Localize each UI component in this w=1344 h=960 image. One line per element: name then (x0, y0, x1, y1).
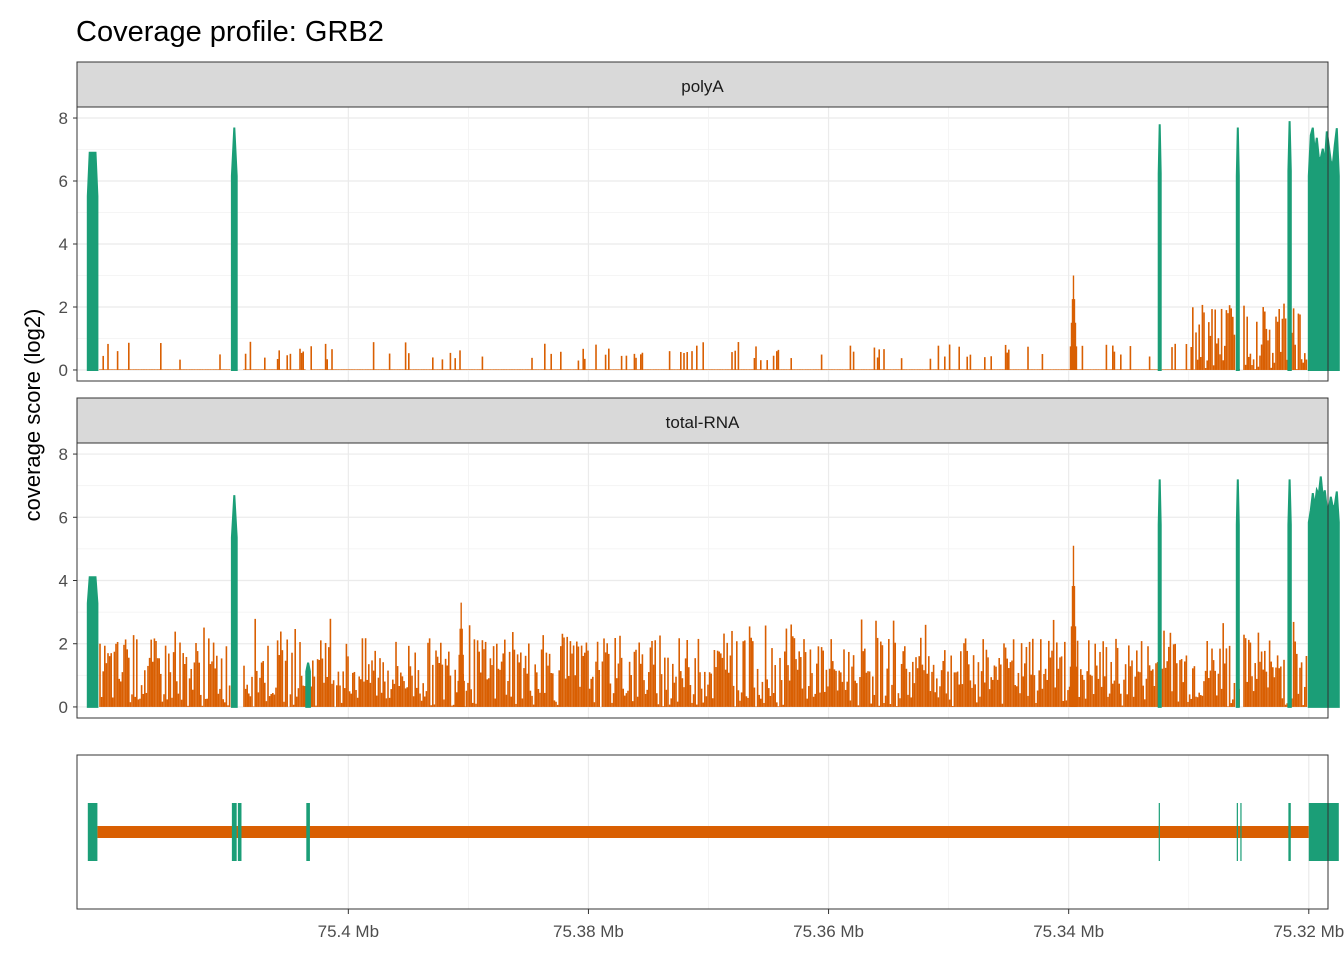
y-tick-label: 0 (59, 361, 68, 380)
gene-model-track (76, 754, 1339, 910)
exon-coverage-area (1157, 124, 1162, 371)
panels-layer: polyA 0 2 4 6 8 total-RNA 0 2 4 6 8 (59, 61, 1340, 719)
x-tick-label: 75.32 Mb (1273, 922, 1344, 941)
exon-block (1308, 803, 1339, 861)
y-tick-label: 8 (59, 109, 68, 128)
exon-block (1236, 803, 1238, 861)
exon-coverage-area (86, 151, 99, 371)
y-tick-label: 2 (59, 635, 68, 654)
exon-block (237, 803, 242, 861)
exon-coverage-area (230, 127, 238, 371)
exon-block (1240, 803, 1242, 861)
exon-coverage-area (1307, 476, 1340, 708)
exon-coverage-area (1235, 479, 1240, 708)
x-tick-label: 75.34 Mb (1033, 922, 1104, 941)
x-tick-label: 75.4 Mb (318, 922, 379, 941)
x-tick-label: 75.38 Mb (553, 922, 624, 941)
facet-strip (76, 397, 1329, 444)
facet-label: total-RNA (666, 413, 740, 432)
facet-label: polyA (681, 77, 724, 96)
y-tick-label: 8 (59, 445, 68, 464)
intron-line (97, 826, 1309, 838)
y-tick-label: 6 (59, 508, 68, 527)
y-tick-label: 4 (59, 572, 68, 591)
exon-coverage-area (230, 495, 238, 708)
x-tick-label: 75.36 Mb (793, 922, 864, 941)
exon-coverage-area (86, 576, 99, 708)
exon-block (87, 803, 98, 861)
exon-coverage-area (1287, 121, 1292, 371)
y-axis-label: coverage score (log2) (20, 309, 45, 522)
exon-coverage-area (1307, 127, 1340, 371)
facet-strip (76, 61, 1329, 108)
y-tick-label: 2 (59, 298, 68, 317)
exon-block (1288, 803, 1291, 861)
exon-block (1158, 803, 1160, 861)
x-axis: 75.4 Mb 75.38 Mb 75.36 Mb 75.34 Mb 75.32 Mb (318, 909, 1344, 941)
exon-block (306, 803, 310, 861)
exon-coverage-area (1235, 127, 1240, 371)
track-border (76, 754, 1329, 910)
y-tick-label: 4 (59, 235, 68, 254)
exon-coverage-area (1287, 479, 1292, 708)
exon-coverage-area (305, 662, 311, 708)
exon-block (231, 803, 237, 861)
y-tick-label: 6 (59, 172, 68, 191)
y-tick-label: 0 (59, 698, 68, 717)
exon-coverage-area (1157, 479, 1162, 708)
chart-title: Coverage profile: GRB2 (76, 16, 384, 48)
